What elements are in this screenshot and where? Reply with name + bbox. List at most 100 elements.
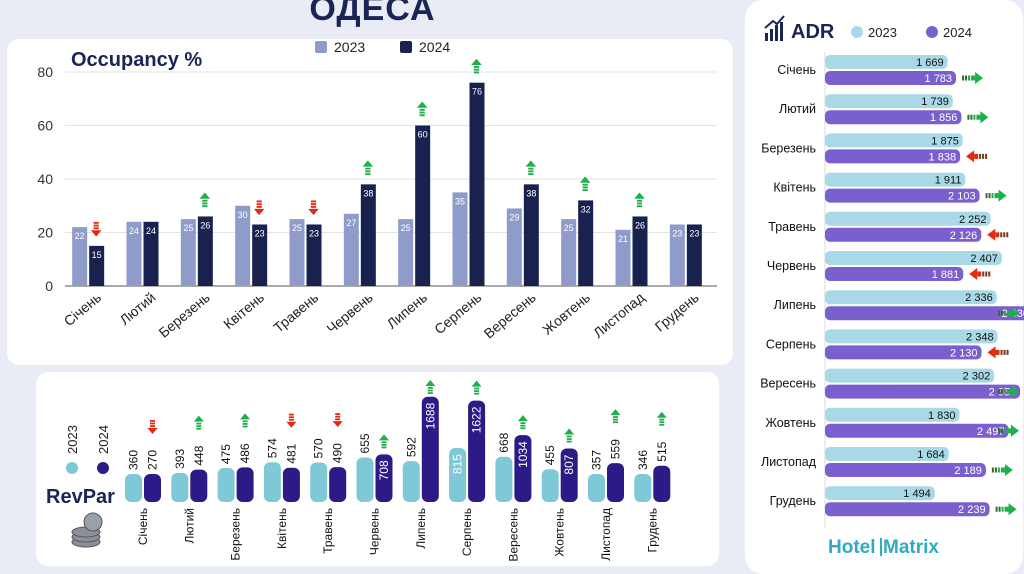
adr-value-2023: 2 336 <box>965 292 993 304</box>
occupancy-bar-2023 <box>669 224 685 286</box>
chart-icon-bar <box>780 22 783 41</box>
trend-up-icon <box>998 424 1019 437</box>
trend-up-icon-stripe <box>967 114 970 120</box>
legend-swatch-2024 <box>926 26 938 38</box>
adr-bar-2023 <box>825 407 960 422</box>
trend-up-icon-stripe <box>998 310 1000 316</box>
trend-up-icon-stripe <box>520 424 526 427</box>
adr-category-label: Березень <box>761 141 816 155</box>
trend-down-icon-stripe <box>335 413 341 415</box>
adr-category-label: Липень <box>774 298 816 312</box>
trend-up-icon-shaft <box>1007 310 1011 316</box>
chart-icon <box>764 15 785 41</box>
revpar-bar-2023 <box>171 472 189 502</box>
trend-up-icon <box>362 160 374 176</box>
trend-up-icon-stripe <box>1004 389 1006 395</box>
occupancy-bar-2024 <box>578 200 594 286</box>
occupancy-bar-2024 <box>469 82 485 286</box>
trend-down-icon-stripe <box>256 203 262 206</box>
trend-up-icon-shaft <box>1007 428 1011 434</box>
adr-category-label: Травень <box>768 220 816 234</box>
adr-chart: ADR 2023 2024 Січень 1 669 1 783 Лютий 1 739 1 8… <box>760 15 1024 558</box>
occupancy-category-label: Січень <box>61 289 104 329</box>
trend-up-icon-stripe <box>962 75 965 81</box>
trend-up-icon-stripe <box>991 193 994 199</box>
occupancy-bar-2024 <box>89 245 105 286</box>
revpar-category-label: Жовтень <box>553 508 567 557</box>
trend-up-icon-stripe <box>659 418 665 421</box>
trend-up-icon-stripe <box>365 170 371 173</box>
revpar-value-2024: 448 <box>192 445 206 465</box>
trend-down-icon-head <box>987 346 996 359</box>
occupancy-value-2023: 30 <box>238 210 248 220</box>
adr-bar-2023 <box>825 486 935 501</box>
occupancy-panel: Occupancy % 2023 2024 0 20 40 60 80 22 15 Січень 24… <box>7 39 733 365</box>
occupancy-value-2023: 21 <box>618 234 628 244</box>
trend-down-icon-stripe <box>335 415 341 418</box>
trend-up-icon-stripe <box>242 425 248 428</box>
occupancy-bar-2024 <box>197 216 213 286</box>
revpar-category-label: Травень <box>321 508 335 554</box>
occupancy-category-label: Травень <box>270 289 321 336</box>
revpar-bar-2023 <box>495 456 513 502</box>
adr-category-label: Лютий <box>779 102 816 116</box>
y-tick-label: 0 <box>45 278 53 294</box>
trend-up-icon <box>199 192 211 208</box>
revpar-category-label: Грудень <box>645 508 659 553</box>
trend-down-icon-head <box>147 428 158 434</box>
trend-up-icon-stripe <box>528 170 534 173</box>
trend-down-icon-stripe <box>288 416 294 419</box>
occupancy-value-2023: 35 <box>455 196 465 206</box>
occupancy-category-label: Червень <box>323 289 375 337</box>
trend-down-icon <box>253 200 265 216</box>
occupancy-bar-2023 <box>561 219 577 286</box>
legend-label-2024: 2024 <box>419 39 450 55</box>
trend-down-icon-stripe <box>335 418 341 421</box>
trend-down-icon-shaft <box>977 271 982 277</box>
occupancy-bar-2024 <box>360 184 376 286</box>
trend-up-icon <box>985 189 1007 202</box>
page-title: ОДЕСА <box>309 0 436 28</box>
trend-up-icon-stripe <box>973 114 976 120</box>
adr-value-2024: 2 126 <box>950 230 978 242</box>
chart-icon-bar <box>765 33 768 41</box>
trend-down-icon-stripe <box>150 420 155 422</box>
trend-down-icon-stripe <box>1003 349 1006 355</box>
adr-category-label: Жовтень <box>765 416 816 430</box>
adr-value-2024: 2 497 <box>977 426 1005 438</box>
adr-category-label: Листопад <box>761 455 817 469</box>
adr-value-2024: 1 838 <box>929 151 957 163</box>
revpar-bar-2023 <box>263 462 281 502</box>
adr-value-2023: 2 302 <box>963 371 991 383</box>
trend-up-icon-stripe <box>998 389 1000 395</box>
trend-up-icon-stripe <box>1001 428 1003 434</box>
trend-down-icon-stripe <box>93 227 99 230</box>
trend-up-icon-stripe <box>659 421 665 424</box>
trend-up-icon <box>998 385 1019 398</box>
legend-label-2024: 2024 <box>96 425 111 454</box>
trend-up-icon-stripe <box>985 193 988 199</box>
occupancy-title: Occupancy % <box>71 49 202 71</box>
revpar-bar-2023 <box>217 468 235 502</box>
occupancy-bar-2023 <box>343 213 359 286</box>
legend-swatch-2023 <box>851 26 863 38</box>
trend-up-icon <box>379 434 389 449</box>
occupancy-bar-2023 <box>289 219 305 286</box>
trend-up-icon-shaft <box>994 193 999 199</box>
revpar-bar-2024 <box>375 454 393 502</box>
occupancy-value-2024: 23 <box>309 228 319 238</box>
legend-swatch-2024 <box>400 41 412 53</box>
trend-down-icon-stripe <box>310 203 317 206</box>
occupancy-bar-2023 <box>506 208 522 286</box>
adr-title: ADR <box>791 21 835 43</box>
trend-up-icon-stripe <box>995 506 998 512</box>
trend-up-icon-stripe <box>196 425 202 428</box>
trend-up-icon-stripe <box>965 75 968 81</box>
trend-down-icon-stripe <box>93 221 99 224</box>
occupancy-value-2024: 15 <box>92 250 102 260</box>
occupancy-bar-2023 <box>126 221 142 286</box>
revpar-value-2023: 574 <box>265 438 279 458</box>
adr-bar-2023 <box>825 368 995 383</box>
trend-up-icon-stripe <box>1004 428 1006 434</box>
trend-up-icon <box>991 464 1013 476</box>
